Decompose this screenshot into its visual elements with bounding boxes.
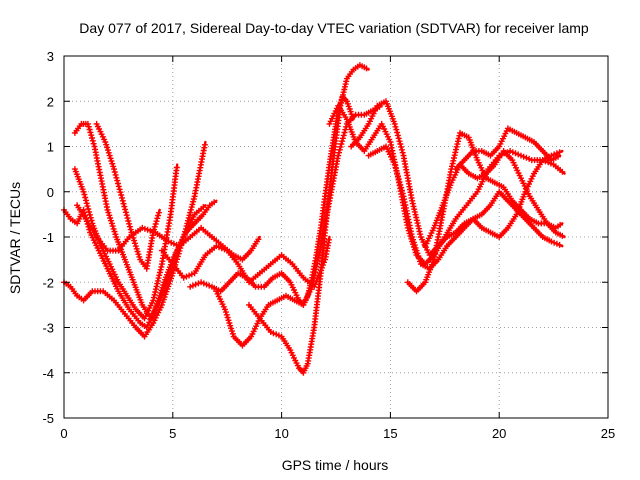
- series-14: [452, 125, 562, 173]
- data-point-markers: [246, 62, 370, 376]
- series-line: [454, 127, 562, 171]
- y-axis-label: SDTVAR / TECUs: [7, 182, 23, 294]
- series-5: [74, 202, 262, 263]
- y-tick-label: 3: [47, 49, 54, 64]
- y-tick-label: -2: [42, 275, 54, 290]
- data-point-markers: [452, 125, 561, 173]
- data-point-markers: [348, 98, 563, 259]
- y-tick-label: 2: [47, 94, 54, 109]
- y-tick-label: -3: [42, 321, 54, 336]
- y-tick-label: -5: [42, 411, 54, 426]
- data-point-markers: [93, 120, 162, 272]
- series-15: [422, 148, 566, 250]
- y-tick-label: -4: [42, 366, 54, 381]
- x-tick-label: 10: [274, 426, 288, 441]
- chart-title: Day 077 of 2017, Sidereal Day-to-day VTE…: [79, 20, 589, 36]
- data-point-markers: [74, 202, 262, 263]
- x-tick-label: 15: [383, 426, 397, 441]
- data-point-markers: [422, 148, 566, 250]
- series-layer: [61, 62, 566, 376]
- y-tick-label: 0: [47, 185, 54, 200]
- tick-layer: 0 5 10 15 20 25 -5 -4 -3 -2 -1 0 1 2 3: [42, 49, 615, 441]
- x-axis-label: GPS time / hours: [282, 457, 389, 473]
- x-tick-label: 0: [60, 426, 67, 441]
- x-tick-label: 5: [169, 426, 176, 441]
- y-tick-label: -1: [42, 230, 54, 245]
- y-tick-label: 1: [47, 140, 54, 155]
- x-tick-label: 20: [492, 426, 506, 441]
- series-9: [246, 62, 370, 376]
- x-tick-label: 25: [601, 426, 615, 441]
